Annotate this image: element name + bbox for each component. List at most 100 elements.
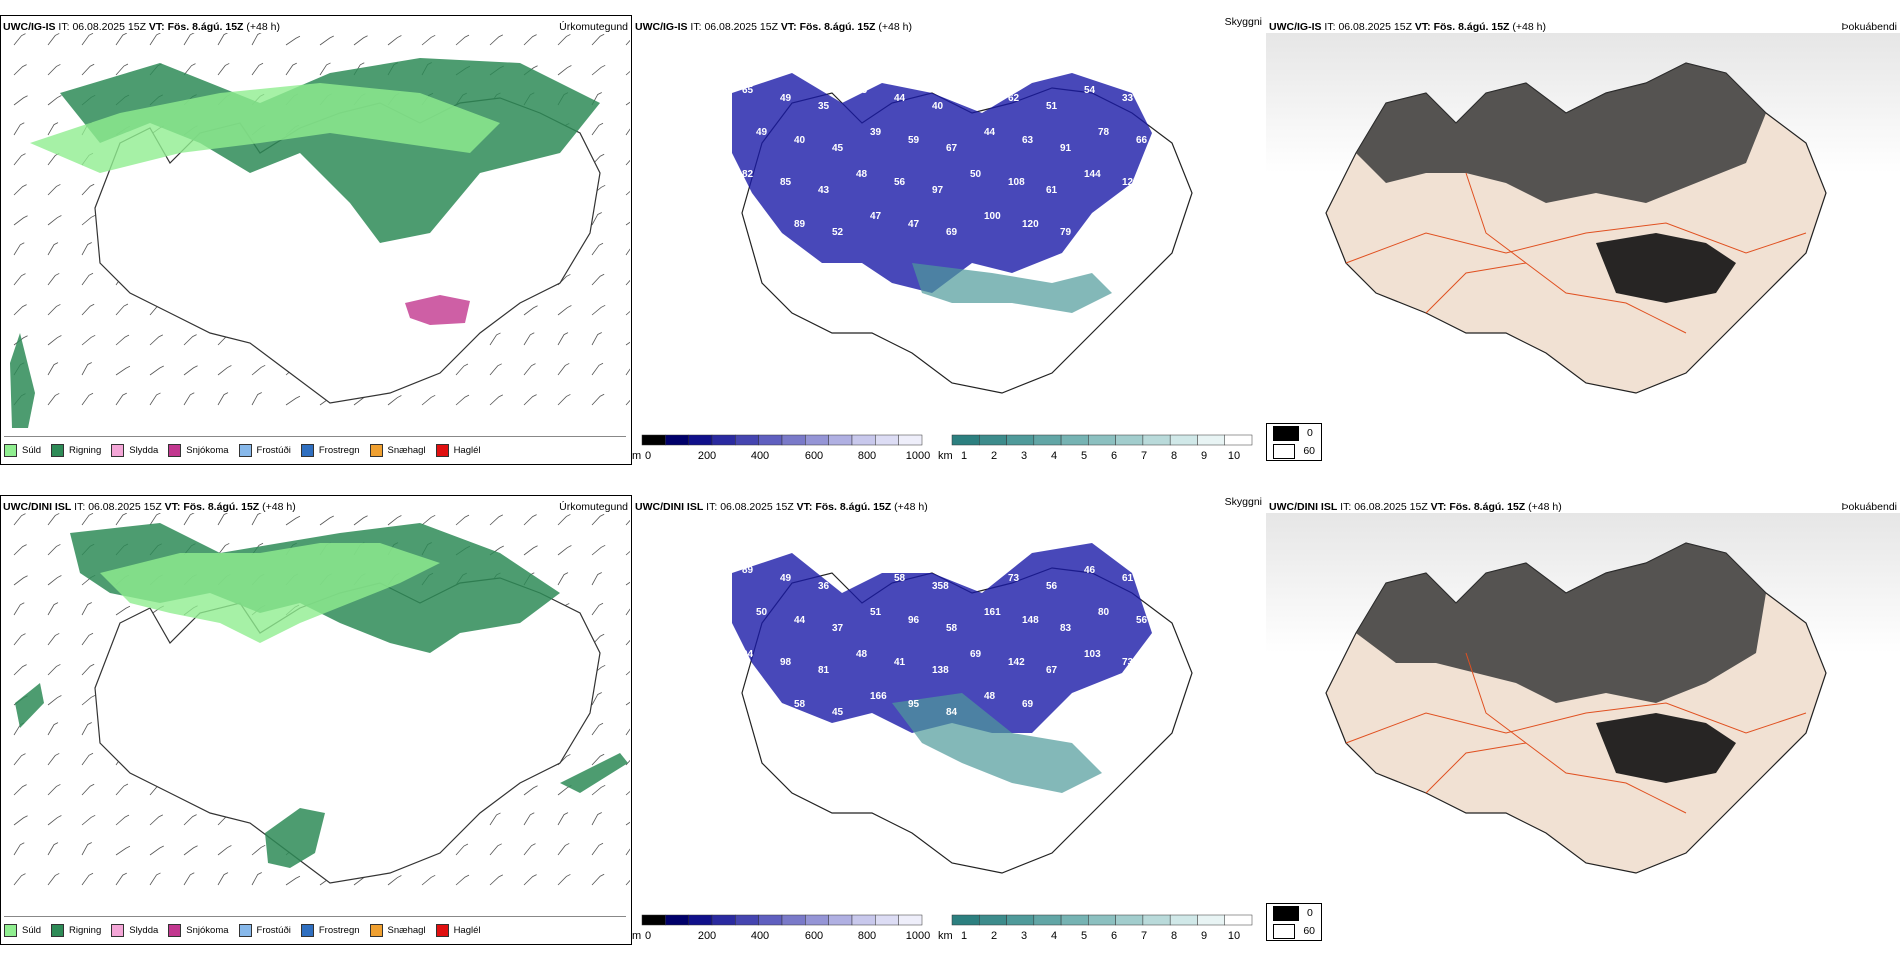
wind-barb [13,273,26,286]
legend-item: Rigning [51,443,101,457]
wind-barb [81,513,94,526]
colorbar-segment [951,434,980,446]
lead-time: (+48 h) [1512,21,1546,33]
wind-barb [13,575,28,586]
wind-barb [591,692,602,706]
tick-label: 10 [1227,450,1241,462]
tick-label: 8 [1170,450,1178,462]
it-value: 06.08.2025 15Z [704,21,778,33]
wind-barb [115,365,131,376]
wind-barb [47,633,60,646]
legend-label: Slydda [129,444,159,456]
wind-barb [81,694,96,706]
wind-barb [285,35,301,46]
vt-value: Fös. 8.ágú. 15Z [183,501,260,513]
colorbar-segment [1088,434,1116,446]
visibility-bar [951,914,1253,926]
model-name: UWC/IG-IS [3,21,56,33]
wind-barb [625,728,630,736]
cloud-base-value: 48 [984,691,996,702]
wind-barb [523,812,535,826]
fog-dark-north [1356,543,1766,703]
wind-barb [625,639,630,646]
cloud-base-value: 40 [932,101,944,112]
wind-barb [13,33,26,46]
wind-barb [557,305,572,316]
wind-barb [455,843,469,856]
wind-barb [149,513,161,526]
visibility-label: Skyggni [1224,496,1262,508]
cloud-base-value: 73 [1136,699,1148,710]
wind-barb [47,544,61,556]
model-name: UWC/DINI ISL [635,501,704,513]
cloud-base-value: 58 [794,699,806,710]
wind-barb [251,392,262,406]
visibility-label: Skyggni [1224,16,1262,28]
colorbar-segment [1115,914,1144,926]
wind-barb [13,513,26,526]
wind-barb [591,273,605,286]
tick-label: 10 [1227,930,1241,942]
fog-dark-north [1356,63,1766,203]
wind-barb [523,545,538,556]
fog-scale-swatch [1273,443,1296,459]
wind-barb [421,514,436,526]
wind-barb [13,815,28,826]
tick-label: 7 [1140,450,1148,462]
cloud-base-value: 62 [1008,93,1020,104]
tick-label: 6 [1110,930,1118,942]
tick-label: 400 [750,450,770,462]
wind-barb [149,814,163,826]
precip-legend: Súld Rigning Slydda Snjókoma Frostúði Fr… [4,436,626,461]
legend-swatch [111,443,125,457]
legend-item: Slydda [111,443,159,457]
legend-label: Súld [22,924,42,936]
colorbar-segment [735,434,759,446]
precip-map-frame [0,495,632,945]
legend-swatch [369,923,383,937]
wind-barb [81,272,94,286]
wind-barb [183,334,197,346]
legend-swatch [168,923,182,937]
wind-barb [557,514,571,526]
wind-barb [489,812,501,826]
wind-barb [523,514,537,526]
colorbar-segment [758,914,783,926]
it-label: IT: [58,21,70,33]
wind-barb [13,602,25,616]
cloud-base-value: 100 [984,211,1001,222]
tick-label: 9 [1200,450,1208,462]
legend-item: Snjókoma [168,923,229,937]
wind-barb [625,70,630,76]
legend-item: Frostregn [300,923,360,937]
colorbar-segment [1060,434,1089,446]
wind-barb [591,212,602,226]
wind-barb [489,843,502,856]
legend-swatch [300,923,314,937]
legend-swatch [435,443,449,457]
legend-item: Snjókoma [168,443,229,457]
fog-dark-center [1596,233,1736,303]
wind-barb [251,364,266,376]
wind-barb [149,392,161,406]
cloud-base-value: 51 [1046,101,1058,112]
cloud-base-value: 80 [1098,607,1110,618]
legend-item: Haglél [435,443,481,457]
tick-label: 600 [804,930,824,942]
tick-label: 600 [804,450,824,462]
wind-barb [47,664,61,676]
visibility-bar [951,434,1253,446]
fog-map [1266,33,1900,433]
wind-barb [625,279,630,286]
colorbar-segment [951,914,980,926]
wind-barb [557,34,571,46]
colorbar-segment [1197,914,1225,926]
wind-barb [47,575,62,586]
cloud-base-value: 138 [932,665,949,676]
wind-barb [557,332,569,346]
legend-label: Súld [22,444,42,456]
cloud-map: 65 49 35 55 44 40 46 62 51 54 33 49 40 45 39 59 67 44 63 91… [732,73,1193,394]
cloud-base-value: 89 [742,565,754,576]
wind-barb [115,845,131,856]
cloud-base-value: 48 [856,169,868,180]
